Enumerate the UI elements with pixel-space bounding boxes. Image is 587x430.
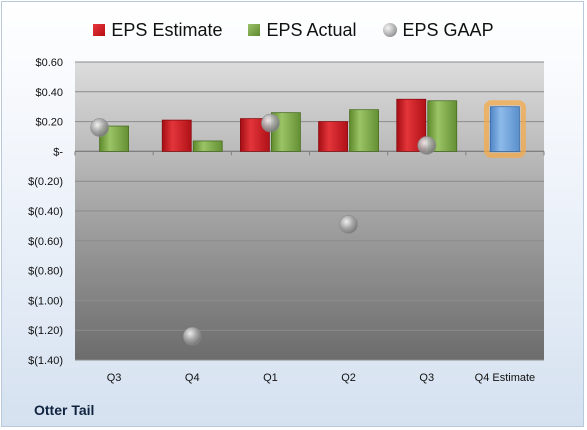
legend-swatch-eps-actual (248, 24, 261, 36)
gaap-points (90, 113, 437, 346)
company-name: Otter Tail (34, 402, 95, 418)
forecast-glow (483, 100, 526, 158)
legend-item-eps-actual: EPS Actual (248, 19, 357, 41)
y-tick-label: $(1.40) (28, 355, 63, 367)
bar-eps-estimate (318, 121, 348, 152)
legend-item-eps-gaap: EPS GAAP (382, 19, 494, 41)
y-tick-label: $0.20 (35, 117, 63, 129)
x-axis-ticks: Q3 Q4 Q1 Q2 Q3 Q4 Estimate (107, 372, 535, 384)
point-eps-gaap (182, 326, 202, 346)
legend-item-eps-estimate: EPS Estimate (93, 20, 222, 41)
x-tick-label: Q4 (185, 372, 200, 384)
y-tick-label: $(0.40) (28, 206, 63, 218)
point-eps-gaap (417, 136, 437, 155)
legend-label-eps-actual: EPS Actual (266, 19, 357, 40)
grid-lines (74, 61, 545, 361)
x-tick-label: Q1 (263, 372, 278, 384)
x-tick-label: Q3 (107, 372, 122, 384)
point-eps-gaap (261, 113, 280, 133)
bar-eps-estimate (240, 118, 270, 152)
x-tick-label: Q2 (341, 372, 356, 384)
bar-eps-actual (349, 109, 379, 152)
x-tick-label: Q4 Estimate (475, 372, 536, 384)
y-axis-ticks: $0.60 $0.40 $0.20 $- $(0.20) $(0.40) $(0.60) $(… (28, 57, 63, 367)
bar-eps-actual (192, 140, 223, 152)
y-tick-label: $0.60 (35, 57, 63, 69)
y-tick-label: $0.40 (35, 87, 63, 99)
y-tick-label: $(1.00) (28, 295, 63, 307)
x-tick-label: Q3 (419, 372, 434, 384)
legend-label-eps-estimate: EPS Estimate (111, 19, 223, 40)
y-tick-label: $(0.60) (28, 236, 63, 248)
legend-label-eps-gaap: EPS GAAP (402, 19, 494, 40)
bars (99, 98, 526, 158)
y-tick-label: $(0.20) (28, 176, 63, 188)
point-eps-gaap (339, 215, 358, 234)
y-tick-label: $(1.20) (28, 325, 63, 337)
bar-eps-forecast (490, 106, 520, 152)
chart-legend: EPS Estimate EPS Actual EPS GAAP (0, 16, 587, 44)
legend-swatch-eps-gaap (382, 23, 397, 37)
bar-eps-estimate (161, 119, 192, 152)
y-tick-label: $(0.80) (28, 266, 63, 278)
y-tick-label: $- (53, 146, 63, 158)
point-eps-gaap (90, 118, 109, 137)
legend-swatch-eps-estimate (93, 24, 106, 36)
